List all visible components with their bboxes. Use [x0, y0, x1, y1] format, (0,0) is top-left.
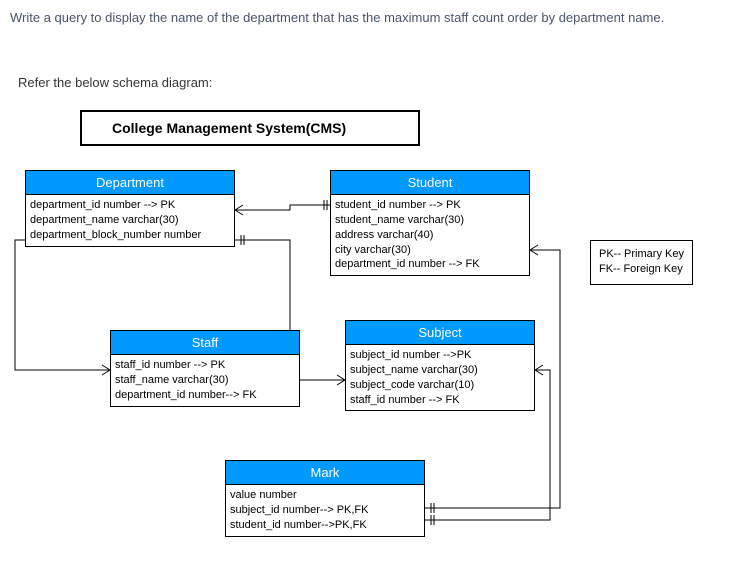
- entity-body: staff_id number --> PKstaff_name varchar…: [111, 355, 299, 406]
- refer-text: Refer the below schema diagram:: [18, 75, 726, 90]
- field-line: student_id number --> PK: [335, 198, 525, 213]
- entity-body: student_id number --> PKstudent_name var…: [331, 195, 529, 275]
- field-line: department_id number --> PK: [30, 198, 230, 213]
- entity-body: subject_id number -->PKsubject_name varc…: [346, 345, 534, 410]
- field-line: subject_id number -->PK: [350, 348, 530, 363]
- entity-body: department_id number --> PKdepartment_na…: [26, 195, 234, 246]
- entity-student: Student student_id number --> PKstudent_…: [330, 170, 530, 276]
- field-line: value number: [230, 488, 420, 503]
- field-line: department_name varchar(30): [30, 213, 230, 228]
- entity-body: value numbersubject_id number--> PK,FKst…: [226, 485, 424, 536]
- field-line: student_id number-->PK,FK: [230, 518, 420, 533]
- field-line: city varchar(30): [335, 243, 525, 258]
- field-line: department_id number--> FK: [115, 388, 295, 403]
- field-line: student_name varchar(30): [335, 213, 525, 228]
- field-line: staff_id number --> PK: [115, 358, 295, 373]
- diagram-title: College Management System(CMS): [80, 110, 420, 146]
- field-line: subject_id number--> PK,FK: [230, 503, 420, 518]
- entity-mark: Mark value numbersubject_id number--> PK…: [225, 460, 425, 537]
- question-text: Write a query to display the name of the…: [10, 10, 726, 25]
- field-line: address varchar(40): [335, 228, 525, 243]
- entity-header: Department: [26, 171, 234, 195]
- entity-header: Student: [331, 171, 529, 195]
- entity-subject: Subject subject_id number -->PKsubject_n…: [345, 320, 535, 411]
- legend-box: PK-- Primary KeyFK-- Foreign Key: [590, 240, 693, 285]
- field-line: subject_code varchar(10): [350, 378, 530, 393]
- field-line: staff_id number --> FK: [350, 393, 530, 408]
- entity-header: Mark: [226, 461, 424, 485]
- er-diagram: College Management System(CMS) Departmen…: [10, 110, 726, 560]
- field-line: subject_name varchar(30): [350, 363, 530, 378]
- entity-header: Staff: [111, 331, 299, 355]
- legend-line: PK-- Primary Key: [599, 247, 684, 262]
- legend-line: FK-- Foreign Key: [599, 262, 684, 277]
- entity-department: Department department_id number --> PKde…: [25, 170, 235, 247]
- field-line: staff_name varchar(30): [115, 373, 295, 388]
- field-line: department_id number --> FK: [335, 257, 525, 272]
- field-line: department_block_number number: [30, 228, 230, 243]
- entity-staff: Staff staff_id number --> PKstaff_name v…: [110, 330, 300, 407]
- entity-header: Subject: [346, 321, 534, 345]
